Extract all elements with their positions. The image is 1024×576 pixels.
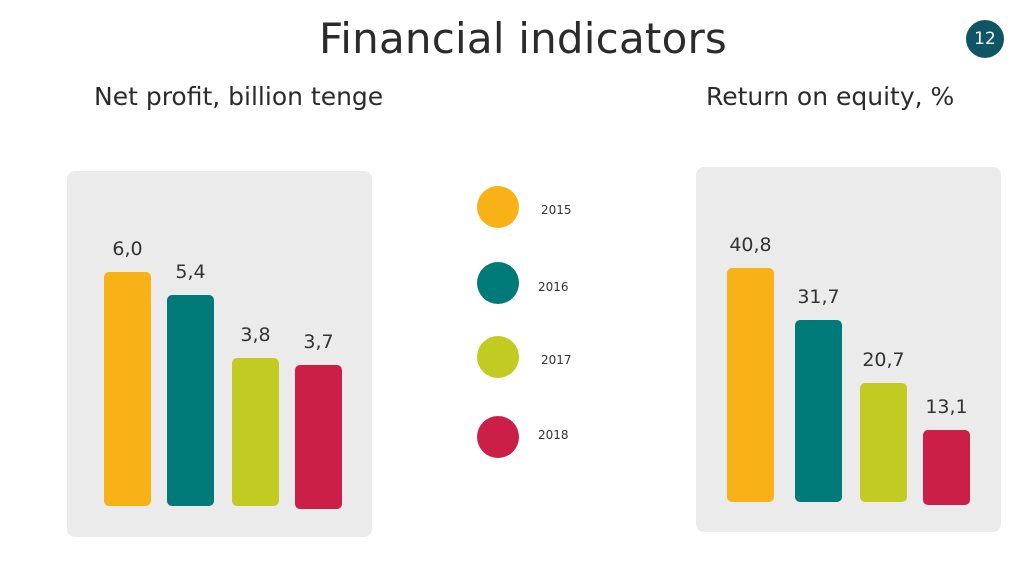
page-title: Financial indicators <box>318 14 728 63</box>
legend-swatch-2018 <box>477 416 519 458</box>
roe-bar-2016 <box>795 320 842 502</box>
net-profit-bar-2016 <box>167 295 214 506</box>
roe-bar-2015 <box>727 268 774 502</box>
legend-label-2017: 2017 <box>541 353 572 367</box>
right-chart-title: Return on equity, % <box>706 82 955 111</box>
roe-data-label-2016: 31,7 <box>797 286 840 308</box>
net-profit-data-label-2017: 3,8 <box>240 324 271 346</box>
legend-label-2015: 2015 <box>541 203 572 217</box>
net-profit-bar-2018 <box>295 365 342 509</box>
legend-label-2018: 2018 <box>538 428 569 442</box>
legend-swatch-2017 <box>477 336 519 378</box>
legend-label-2016: 2016 <box>538 280 569 294</box>
net-profit-bar-2015 <box>104 272 151 506</box>
roe-bar-2018 <box>923 430 970 505</box>
roe-data-label-2017: 20,7 <box>862 349 905 371</box>
net-profit-data-label-2018: 3,7 <box>303 331 334 353</box>
roe-data-label-2015: 40,8 <box>729 234 772 256</box>
net-profit-bar-2017 <box>232 358 279 506</box>
legend-swatch-2016 <box>477 262 519 304</box>
net-profit-data-label-2016: 5,4 <box>175 261 206 283</box>
left-chart-title: Net profit, billion tenge <box>94 82 384 111</box>
legend-swatch-2015 <box>477 186 519 228</box>
page-number-badge: 12 <box>966 20 1004 58</box>
roe-data-label-2018: 13,1 <box>925 396 968 418</box>
net-profit-data-label-2015: 6,0 <box>112 238 143 260</box>
roe-bar-2017 <box>860 383 907 502</box>
